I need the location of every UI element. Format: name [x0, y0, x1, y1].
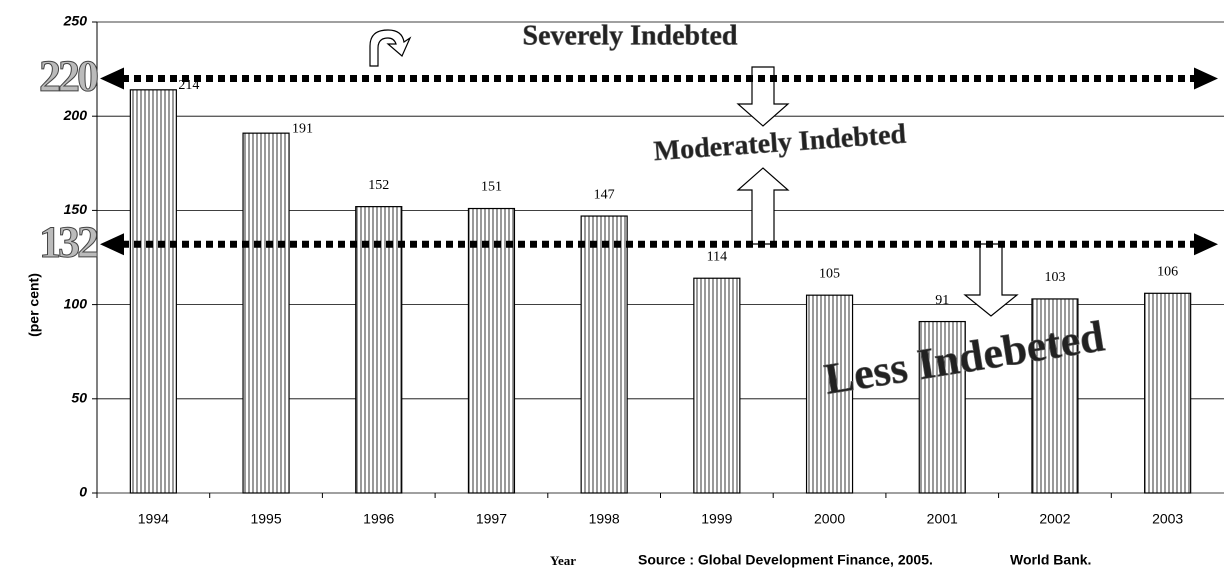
reference-label: 132	[39, 217, 98, 266]
value-label: 191	[292, 121, 313, 136]
arrowhead	[100, 233, 124, 256]
x-tick-label: 2000	[814, 511, 845, 527]
x-tick-label: 2001	[927, 511, 958, 527]
y-tick-label: 100	[64, 295, 88, 311]
value-label: 91	[935, 293, 949, 308]
arrowhead	[100, 67, 124, 90]
arrow-down	[736, 66, 790, 127]
x-tick-label: 1997	[476, 511, 507, 527]
bar	[129, 89, 177, 494]
bar	[1031, 298, 1079, 494]
annotation: Moderately Indebted	[653, 119, 908, 168]
x-tick-label: 1996	[363, 511, 394, 527]
y-tick-label: 0	[79, 484, 87, 500]
y-tick-label: 250	[63, 13, 88, 29]
value-label: 147	[594, 187, 615, 202]
bar	[355, 206, 403, 494]
value-label: 151	[481, 180, 502, 195]
value-label: 106	[1157, 265, 1178, 280]
reference-label: 220	[39, 52, 98, 101]
bar	[693, 277, 741, 494]
bar	[467, 207, 516, 494]
x-tick-label: 2002	[1039, 511, 1070, 527]
arrow-down	[963, 243, 1019, 317]
source: Source : Global Development Finance, 200…	[638, 552, 933, 568]
bar	[918, 320, 966, 494]
x-tick-label: 1995	[250, 511, 281, 527]
bar	[242, 132, 290, 494]
x-tick-label: 1999	[701, 511, 732, 527]
x-axis-label: Year	[550, 553, 576, 568]
value-label: 103	[1044, 270, 1065, 285]
bar	[805, 294, 854, 494]
annotation: Severely Indebted	[523, 20, 738, 51]
x-tick-label: 1994	[138, 511, 169, 527]
value-label: 114	[707, 249, 727, 264]
value-label: 105	[819, 266, 840, 281]
curved-arrow	[369, 29, 412, 67]
y-tick-label: 50	[71, 390, 87, 406]
bar	[1144, 292, 1192, 494]
y-tick-label: 200	[63, 107, 88, 123]
bar	[580, 215, 628, 494]
y-tick-label: 150	[64, 201, 88, 217]
arrowhead	[1194, 67, 1218, 90]
value-label: 152	[368, 178, 389, 193]
y-axis-label: (per cent)	[26, 273, 42, 337]
arrow-up	[736, 167, 790, 245]
x-tick-label: 1998	[589, 511, 620, 527]
x-tick-label: 2003	[1152, 511, 1183, 527]
source-org: World Bank.	[1010, 552, 1091, 568]
arrowhead	[1194, 233, 1218, 256]
